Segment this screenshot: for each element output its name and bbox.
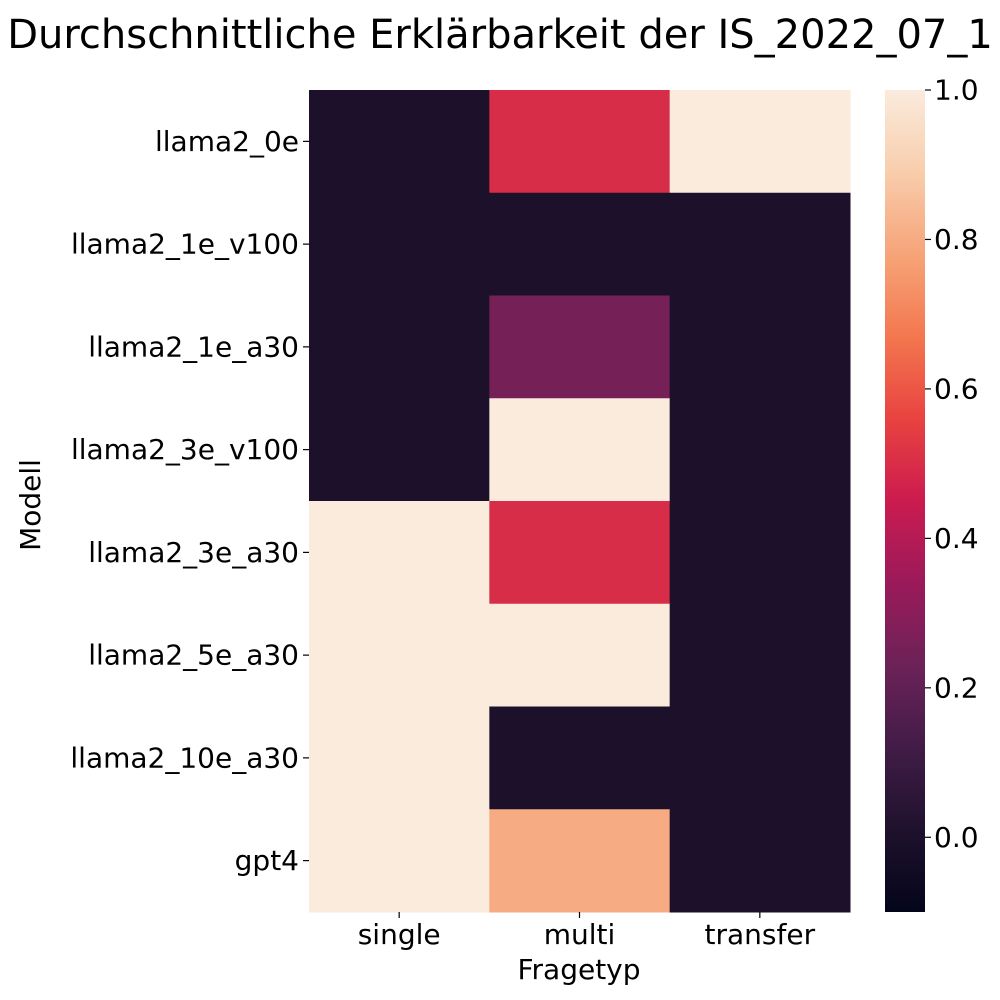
y-axis: llama2_0e llama2_1e_v100 llama2_1e_a30llam… [70,125,309,877]
colorbar-tick-label: 0.2 [934,671,979,704]
x-tick-label: transfer [705,918,816,951]
heatmap-cell [489,295,671,399]
x-axis: single multi transfer [358,912,816,951]
y-tick-label: gpt4 [235,844,299,877]
y-tick-label: llama2_10e_a30 [70,741,299,774]
heatmap-cell [669,501,851,605]
x-axis-label: Fragetyp [517,953,640,986]
heatmap-cell [309,706,490,810]
heatmap-cell [309,398,490,502]
heatmap-cell [309,501,490,605]
heatmap-cell [669,809,851,913]
heatmap-cell [489,192,671,296]
heatmap-cell [489,398,671,502]
colorbar-tick-label: 0.0 [934,821,979,854]
heatmap-cell [669,706,851,810]
heatmap-cells [309,90,851,913]
heatmap-cell [489,501,671,605]
colorbar-tick-label: 0.8 [934,223,979,256]
heatmap-cell [489,706,671,810]
heatmap-cell [669,398,851,502]
heatmap-cell [669,603,851,707]
heatmap-cell [489,809,671,913]
heatmap-cell [309,295,490,399]
y-tick-label: llama2_1e_v100 [71,228,299,261]
colorbar-gradient [885,90,925,912]
y-tick-label: llama2_5e_a30 [88,639,299,672]
heatmap-cell [309,603,490,707]
colorbar-tick-label: 0.6 [934,372,979,405]
heatmap-cell [309,809,490,913]
x-tick-label: multi [544,918,616,951]
colorbar: 0.0 0.2 0.4 0.6 0.8 1.0 [885,74,979,912]
heatmap-cell [489,90,671,194]
heatmap-cell [669,295,851,399]
y-tick-label: llama2_3e_a30 [88,536,299,569]
y-tick-label: llama2_0e [155,125,299,158]
colorbar-tick-label: 1.0 [934,74,979,107]
x-tick-label: single [358,918,441,951]
chart-title: Durchschnittliche Erklärbarkeit der IS_2… [7,12,993,58]
heatmap-cell [309,192,490,296]
heatmap-cell [669,192,851,296]
y-tick-label: llama2_3e_v100 [71,433,299,466]
colorbar-tick-label: 0.4 [934,522,979,555]
heatmap-cell [489,603,671,707]
heatmap-cell [669,90,851,194]
y-axis-label: Modell [14,459,47,551]
heatmap-cell [309,90,490,194]
y-tick-label: llama2_1e_a30 [88,330,299,363]
